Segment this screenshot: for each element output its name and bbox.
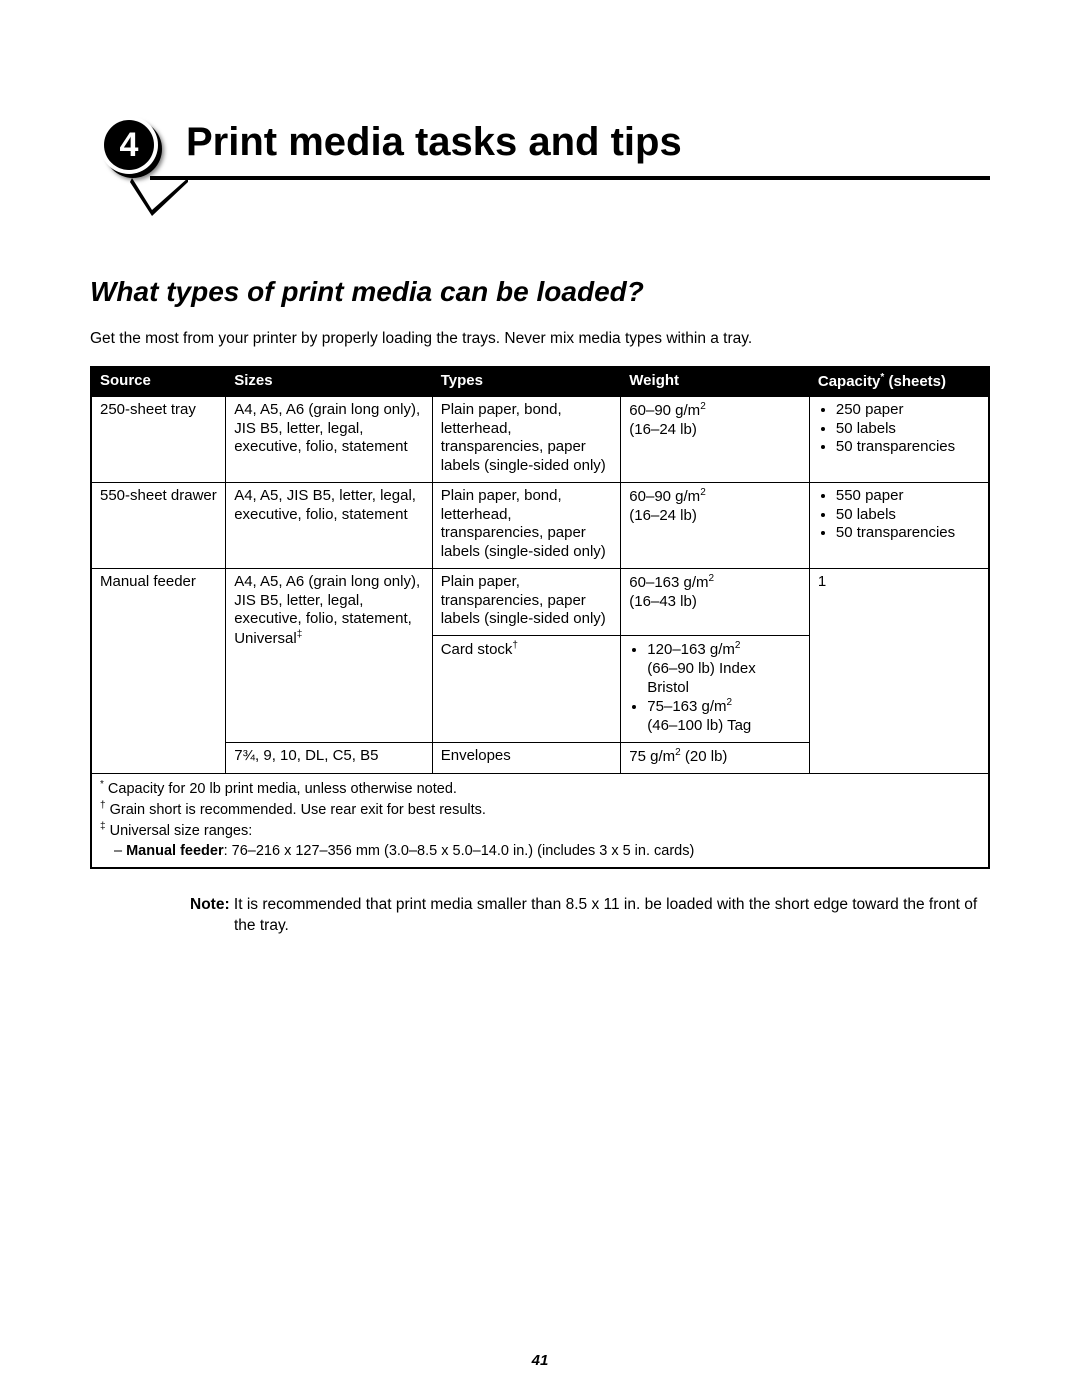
chapter-pointer-icon [130, 176, 190, 226]
cell-weight: 60–90 g/m2 (16–24 lb) [621, 482, 810, 568]
capacity-item: 50 labels [836, 506, 980, 525]
capacity-item: 50 labels [836, 420, 980, 439]
capacity-item: 50 transparencies [836, 438, 980, 457]
table-header-row: Source Sizes Types Weight Capacity* (she… [91, 367, 989, 396]
th-types: Types [432, 367, 621, 396]
section-heading: What types of print media can be loaded? [90, 276, 990, 308]
cell-sizes: 7¾, 9, 10, DL, C5, B5 [226, 742, 433, 773]
chapter-title: Print media tasks and tips [186, 120, 682, 165]
th-source: Source [91, 367, 226, 396]
chapter-number: 4 [104, 120, 154, 170]
capacity-item: 50 transparencies [836, 524, 980, 543]
cell-capacity: 250 paper 50 labels 50 transparencies [809, 396, 989, 482]
note-label: Note: [190, 896, 230, 913]
cell-source: Manual feeder [91, 568, 226, 773]
table-row: Manual feeder A4, A5, A6 (grain long onl… [91, 568, 989, 635]
table-footnotes: * Capacity for 20 lb print media, unless… [91, 773, 989, 868]
intro-paragraph: Get the most from your printer by proper… [90, 330, 990, 348]
table-row: 250-sheet tray A4, A5, A6 (grain long on… [91, 396, 989, 482]
cell-types: Envelopes [432, 742, 621, 773]
cell-types: Card stock† [432, 636, 621, 743]
chapter-number-badge: 4 [100, 116, 168, 184]
cell-sizes: A4, A5, JIS B5, letter, legal, executive… [226, 482, 433, 568]
page-number: 41 [0, 1352, 1080, 1369]
th-capacity: Capacity* (sheets) [809, 367, 989, 396]
note-text: It is recommended that print media small… [230, 896, 978, 934]
capacity-item: 250 paper [836, 401, 980, 420]
chapter-rule [150, 176, 990, 180]
cell-capacity: 1 [809, 568, 989, 773]
cell-sizes: A4, A5, A6 (grain long only), JIS B5, le… [226, 568, 433, 742]
cell-weight: 60–163 g/m2 (16–43 lb) [621, 568, 810, 635]
table-row: 550-sheet drawer A4, A5, JIS B5, letter,… [91, 482, 989, 568]
cell-sizes: A4, A5, A6 (grain long only), JIS B5, le… [226, 396, 433, 482]
chapter-header: 4 Print media tasks and tips [90, 110, 990, 250]
capacity-item: 550 paper [836, 487, 980, 506]
print-media-table: Source Sizes Types Weight Capacity* (she… [90, 366, 990, 869]
cell-weight: 75 g/m2 (20 lb) [621, 742, 810, 773]
th-weight: Weight [621, 367, 810, 396]
table-footnotes-row: * Capacity for 20 lb print media, unless… [91, 773, 989, 868]
cell-source: 250-sheet tray [91, 396, 226, 482]
cell-types: Plain paper, transparencies, paper label… [432, 568, 621, 635]
th-sizes: Sizes [226, 367, 433, 396]
cell-weight: 60–90 g/m2 (16–24 lb) [621, 396, 810, 482]
cell-capacity: 550 paper 50 labels 50 transparencies [809, 482, 989, 568]
note-block: Note: It is recommended that print media… [190, 895, 990, 937]
cell-types: Plain paper, bond, letterhead, transpare… [432, 482, 621, 568]
cell-weight: 120–163 g/m2 (66–90 lb) Index Bristol 75… [621, 636, 810, 743]
cell-source: 550-sheet drawer [91, 482, 226, 568]
th-capacity-label: Capacity [818, 373, 881, 390]
weight-item: 120–163 g/m2 (66–90 lb) Index Bristol [647, 640, 801, 697]
cell-types: Plain paper, bond, letterhead, transpare… [432, 396, 621, 482]
th-capacity-suffix: (sheets) [884, 373, 946, 390]
weight-item: 75–163 g/m2 (46–100 lb) Tag [647, 697, 801, 736]
